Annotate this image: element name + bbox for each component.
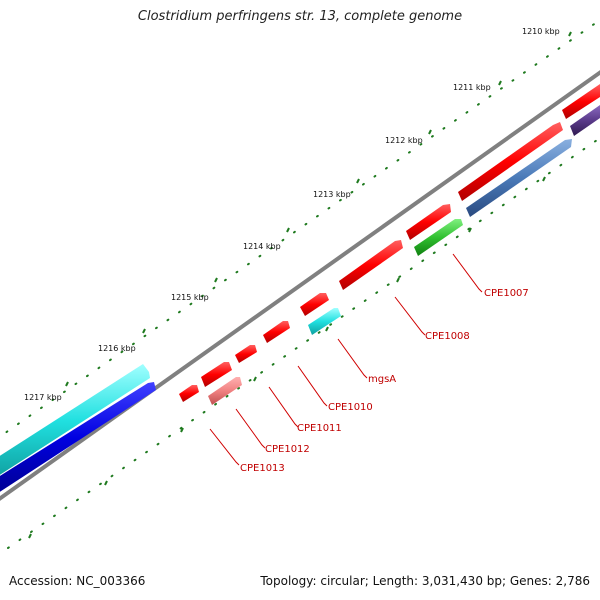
genome-summary-text: Topology: circular; Length: 3,031,430 bp… — [260, 574, 590, 588]
gene-label-cpe1007[interactable]: CPE1007 — [484, 288, 529, 299]
feature-pink[interactable] — [208, 377, 242, 405]
genome-backbone — [0, 70, 600, 501]
feature-cds-mgsa[interactable] — [300, 293, 329, 316]
inner-tick-ring — [7, 137, 600, 549]
gene-label-cpe1011[interactable]: CPE1011 — [297, 423, 342, 434]
scale-label-1217: 1217 kbp — [24, 393, 62, 402]
reverse-strand-features — [0, 105, 600, 495]
inner-major-ticks — [28, 176, 546, 539]
gene-label-cpe1012[interactable]: CPE1012 — [265, 444, 310, 455]
feature-cds-cpe1013[interactable] — [179, 385, 199, 402]
feature-green[interactable] — [414, 219, 463, 256]
gene-label-mgsa[interactable]: mgsA — [368, 374, 396, 385]
feature-blue-left[interactable] — [0, 382, 156, 495]
gene-label-cpe1008[interactable]: CPE1008 — [425, 331, 470, 342]
feature-cds-cpe1008[interactable] — [339, 240, 403, 290]
feature-purple-edge[interactable] — [570, 105, 600, 136]
scale-label-1212: 1212 kbp — [385, 136, 423, 145]
feature-cyan-left[interactable] — [0, 364, 150, 478]
scale-label-1214: 1214 kbp — [243, 242, 281, 251]
accession-text: Accession: NC_003366 — [9, 574, 146, 588]
map-title: Clostridium perfringens str. 13, complet… — [137, 9, 463, 24]
scale-label-1210: 1210 kbp — [522, 27, 560, 36]
gene-label-cpe1013[interactable]: CPE1013 — [240, 463, 285, 474]
feature-cds-cpe1012[interactable] — [201, 362, 232, 387]
scale-label-1213: 1213 kbp — [313, 190, 351, 199]
outer-major-ticks — [65, 31, 572, 387]
scale-label-1215: 1215 kbp — [171, 293, 209, 302]
forward-strand-features — [0, 84, 600, 478]
feature-cds-cpe1007[interactable] — [406, 204, 451, 240]
scale-label-1216: 1216 kbp — [98, 344, 136, 353]
gene-label-cpe1010[interactable]: CPE1010 — [328, 402, 373, 413]
label-leader-lines — [209, 253, 483, 466]
feature-cds-edge-red[interactable] — [562, 84, 600, 119]
feature-cds-cpe1011[interactable] — [235, 345, 257, 363]
feature-cds-top-right[interactable] — [458, 122, 563, 201]
outer-tick-ring — [0, 19, 600, 438]
feature-cyan-mgsa[interactable] — [308, 308, 341, 335]
feature-cds-cpe1010[interactable] — [263, 321, 290, 343]
feature-steel-blue[interactable] — [466, 139, 572, 217]
scale-label-1211: 1211 kbp — [453, 83, 491, 92]
